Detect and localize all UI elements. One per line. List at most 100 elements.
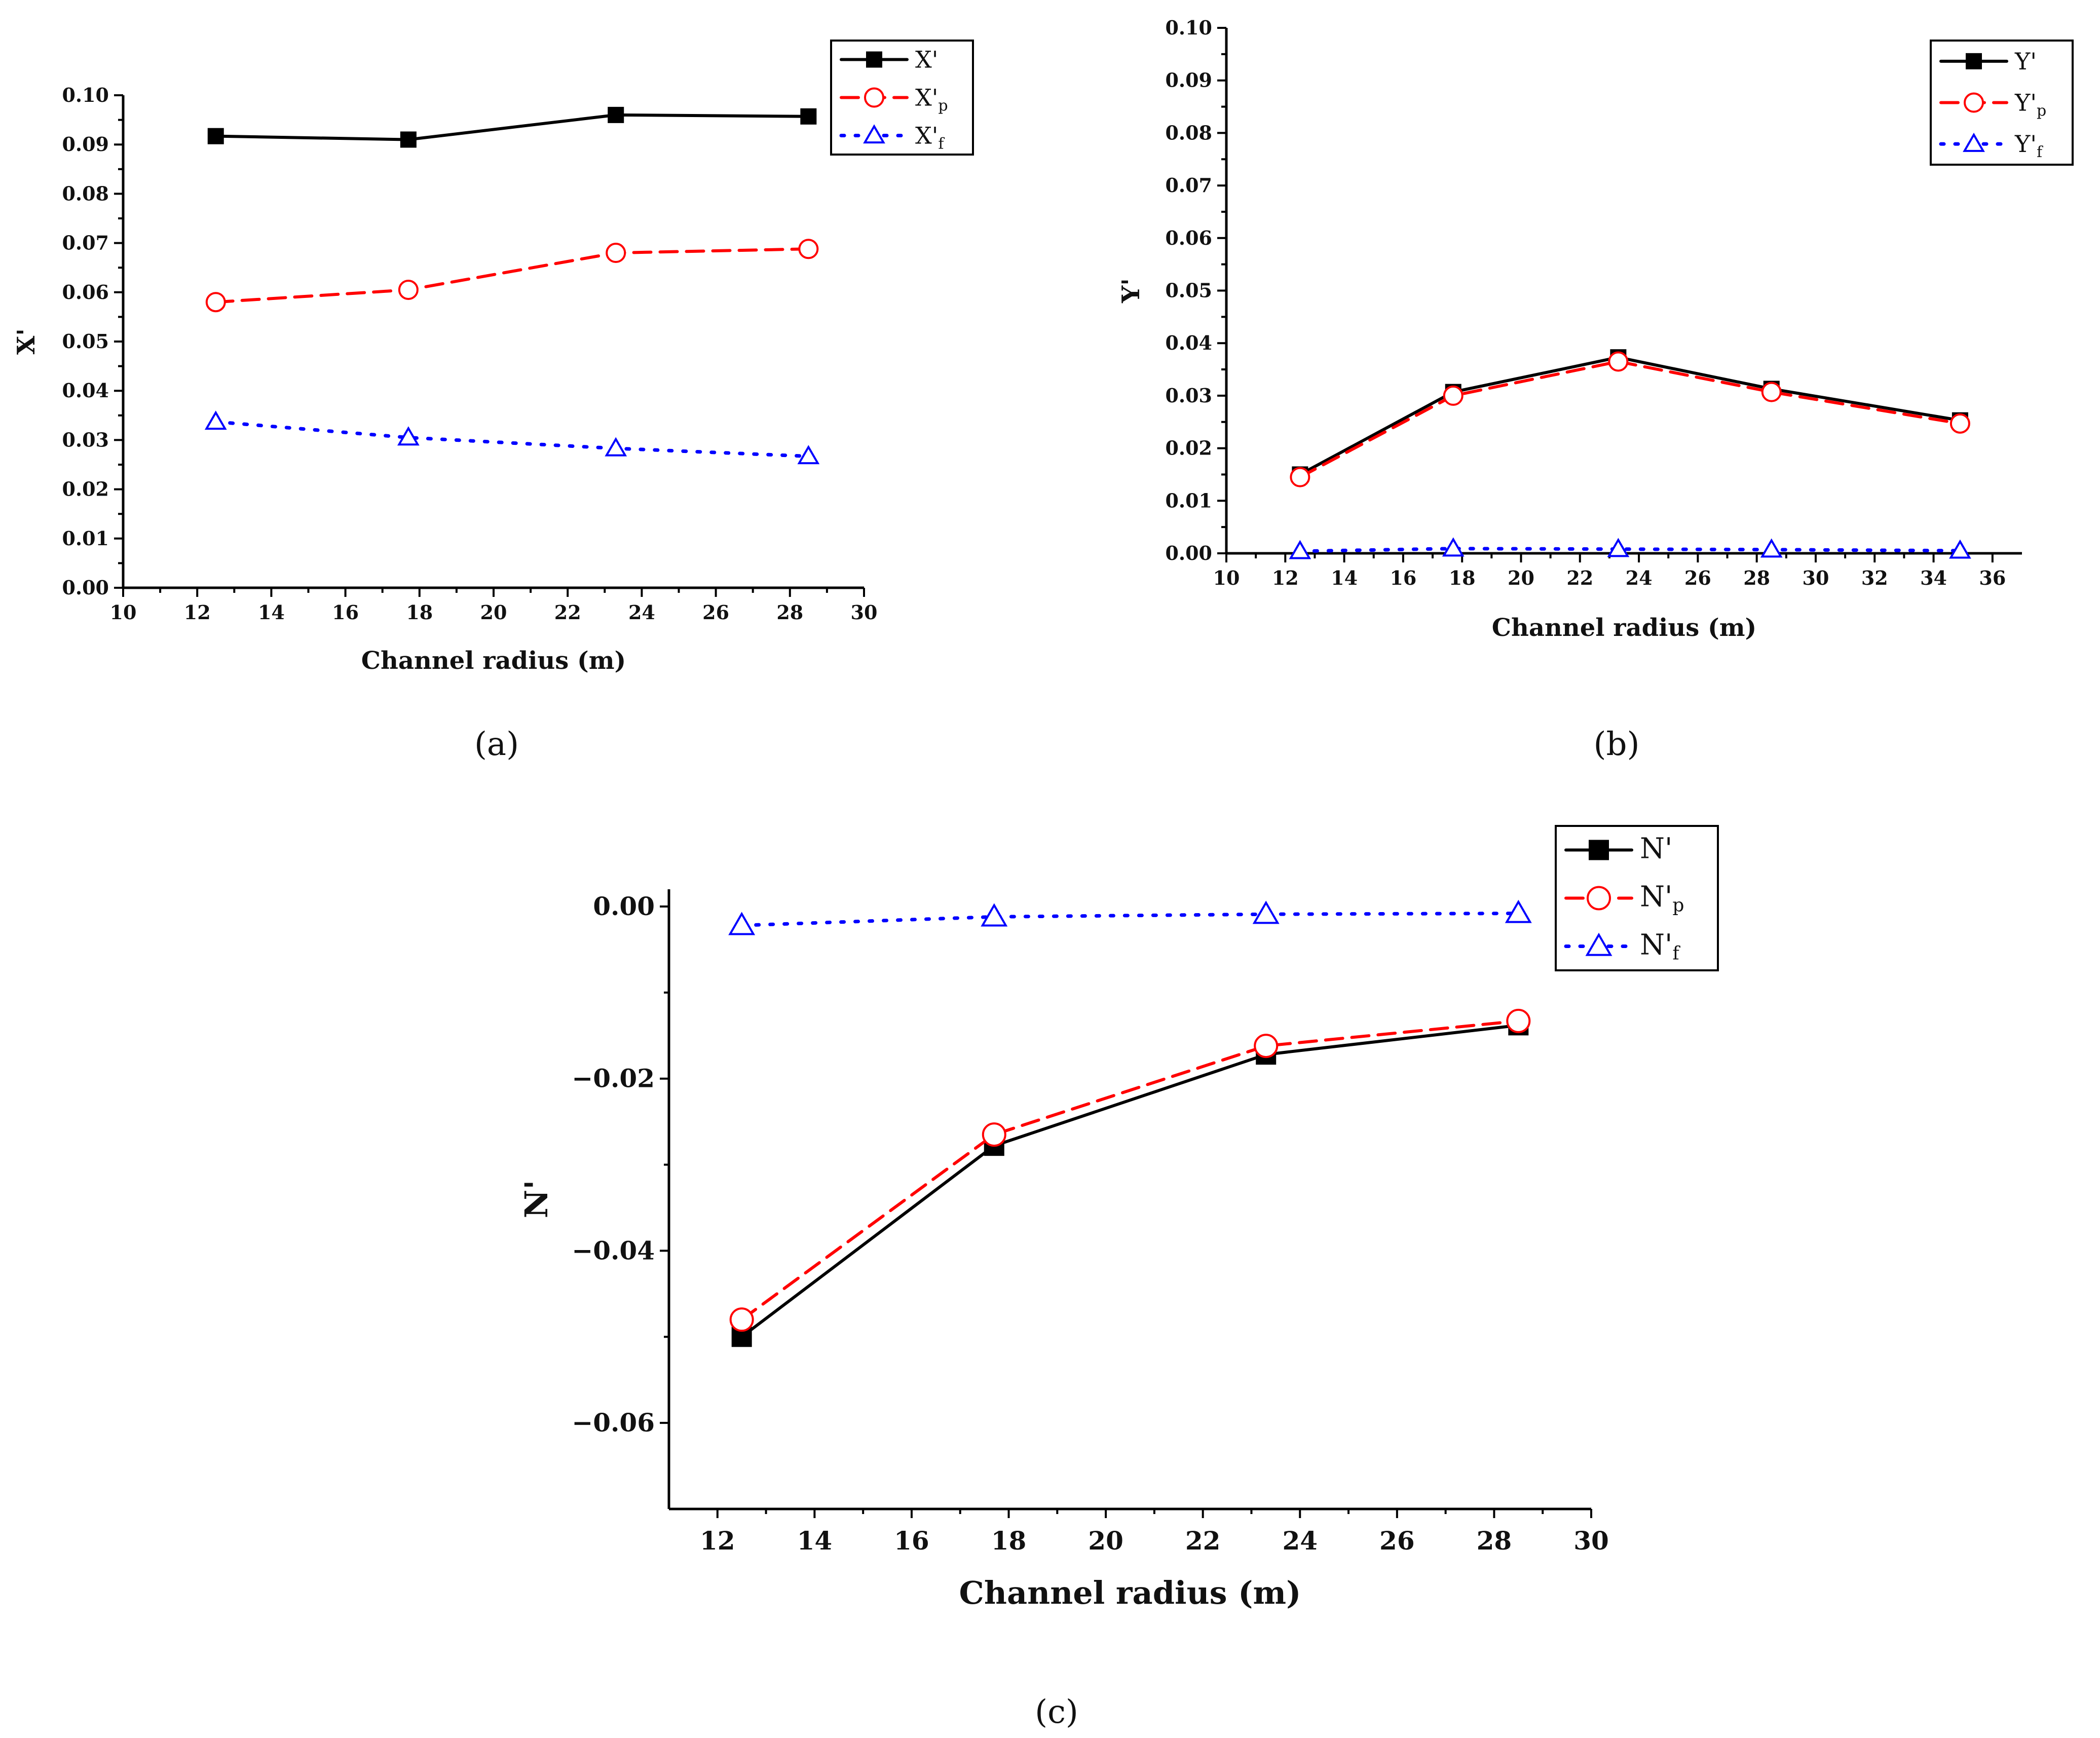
triangle-marker — [1505, 899, 1532, 923]
y-tick-label: 0.08 — [62, 182, 109, 205]
x-tick-label: 30 — [1803, 566, 1829, 589]
circle-marker — [1506, 1008, 1531, 1033]
series-line — [1298, 356, 1962, 476]
x-tick-label: 22 — [1185, 1526, 1221, 1556]
circle-marker — [606, 243, 626, 263]
x-tick-label: 28 — [776, 601, 803, 624]
y-tick-label: 0.10 — [1165, 16, 1212, 39]
square-marker — [207, 128, 224, 144]
circle-marker — [798, 239, 819, 259]
square-marker — [1589, 840, 1609, 860]
y-tick-label: 0.05 — [1165, 279, 1212, 302]
series-line — [214, 113, 810, 141]
y-tick-label: 0.00 — [62, 576, 109, 599]
x-tick-label: 12 — [1272, 566, 1299, 589]
series-1 — [1292, 349, 1968, 483]
circle-marker — [1443, 385, 1464, 406]
y-tick-label: 0.02 — [62, 478, 109, 501]
x-tick-label: 20 — [480, 601, 507, 624]
legend-entry: N'f — [1640, 929, 1680, 964]
x-axis-title: Channel radius (m) — [1492, 614, 1757, 642]
triangle-marker — [204, 410, 227, 430]
panel-label: (c) — [1035, 1693, 1078, 1731]
triangle-marker — [1289, 540, 1311, 559]
chart-panel-b: 10 12 14 16 18 20 22 24 26 28 30 32 34 36 0.00 0.01 0.02… — [1117, 16, 2074, 763]
circle-marker — [864, 87, 884, 108]
y-tick-label: 0.09 — [1165, 69, 1212, 92]
x-tick-label: 30 — [851, 601, 878, 624]
square-marker — [608, 106, 624, 123]
x-axis-title: Channel radius (m) — [959, 1574, 1301, 1611]
x-tick-label: 26 — [1684, 566, 1711, 589]
circle-marker — [1608, 351, 1629, 372]
legend-entry: Y'p — [2014, 89, 2046, 120]
triangle-marker — [397, 426, 420, 446]
y-tick-label: 0.07 — [1165, 174, 1212, 197]
circle-marker — [982, 1122, 1006, 1147]
y-tick-label: 0.06 — [1165, 226, 1212, 249]
x-tick-label: 28 — [1743, 566, 1770, 589]
y-axis-title: X' — [12, 328, 41, 355]
circle-marker — [205, 292, 226, 313]
x-tick-label: 22 — [554, 601, 581, 624]
y-tick-label: 0.00 — [1165, 542, 1212, 564]
x-tick-label: 24 — [628, 601, 655, 624]
y-axis-title: Y' — [1117, 278, 1145, 304]
panel-label: (b) — [1594, 726, 1640, 763]
y-tick-label: 0.10 — [62, 84, 109, 106]
legend-entry: Y'f — [2014, 130, 2043, 161]
y-tick-label: 0.00 — [593, 891, 655, 921]
x-tick-label: 14 — [258, 601, 285, 624]
square-marker — [800, 108, 817, 125]
square-marker — [1966, 53, 1982, 69]
x-tick-label: 24 — [1282, 1526, 1318, 1556]
x-tick-label: 18 — [991, 1526, 1027, 1556]
series-line — [740, 1024, 1520, 1339]
x-tick-label: 28 — [1477, 1526, 1512, 1556]
y-tick-label: −0.06 — [572, 1408, 655, 1438]
x-tick-label: 26 — [1379, 1526, 1415, 1556]
legend-entry: X'f — [915, 122, 945, 153]
y-tick-label: 0.08 — [1165, 121, 1212, 144]
x-tick-label: 20 — [1088, 1526, 1123, 1556]
x-tick-label: 10 — [110, 601, 137, 624]
series-1 — [207, 106, 817, 148]
circle-marker — [1761, 382, 1782, 402]
circle-marker — [729, 1307, 754, 1332]
triangle-marker — [1760, 538, 1783, 558]
series-line — [214, 247, 810, 304]
x-tick-label: 18 — [1449, 566, 1476, 589]
series-2 — [205, 239, 819, 313]
y-tick-label: −0.02 — [572, 1064, 655, 1093]
series-line — [214, 420, 810, 458]
y-tick-label: 0.05 — [62, 330, 109, 353]
triangle-marker — [1585, 932, 1613, 956]
x-axis-title: Channel radius (m) — [361, 647, 626, 675]
series-line — [1298, 360, 1962, 479]
x-tick-label: 12 — [700, 1526, 735, 1556]
y-tick-label: 0.06 — [62, 281, 109, 304]
triangle-marker — [981, 903, 1008, 927]
x-tick-label: 12 — [184, 601, 211, 624]
y-tick-label: 0.03 — [62, 428, 109, 451]
y-tick-label: 0.07 — [62, 232, 109, 254]
x-tick-label: 32 — [1861, 566, 1888, 589]
circle-marker — [1949, 413, 1970, 434]
x-tick-label: 14 — [797, 1526, 833, 1556]
series-1 — [731, 1015, 1529, 1347]
series-2 — [729, 1008, 1531, 1332]
x-tick-label: 10 — [1213, 566, 1240, 589]
panel-label: (a) — [474, 726, 519, 763]
triangle-marker — [863, 124, 885, 144]
legend-entry: N' — [1640, 833, 1672, 865]
y-tick-label: 0.02 — [1165, 437, 1212, 460]
triangle-marker — [1949, 539, 1971, 559]
chart-panel-a: 10 12 14 16 18 20 22 24 26 28 30 0.00 0.01 0.02 0.03 0.… — [12, 40, 974, 763]
x-tick-label: 34 — [1920, 566, 1947, 589]
circle-marker — [1290, 467, 1310, 487]
chart-panel-c: 12 14 16 18 20 22 24 26 28 30 0.00 −0.02 −0.04 −0.06 C… — [518, 825, 1719, 1731]
legend-entry: X'p — [915, 84, 948, 115]
legend: Y' Y'p Y'f — [1930, 40, 2074, 166]
triangle-marker — [1607, 538, 1630, 557]
